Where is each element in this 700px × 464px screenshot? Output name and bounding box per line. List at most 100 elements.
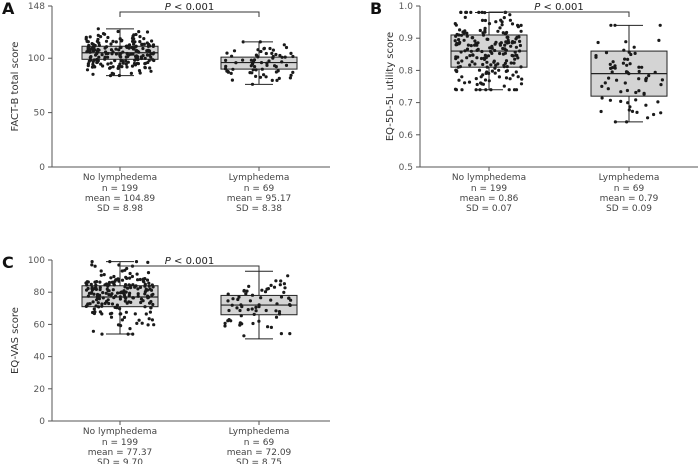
data-point [244, 292, 248, 296]
data-point [504, 76, 509, 80]
data-point [513, 57, 517, 61]
data-point [271, 48, 275, 52]
data-point [109, 42, 113, 46]
y-tick-label: 0.6 [399, 131, 414, 141]
data-point [104, 45, 109, 49]
data-point [600, 84, 604, 88]
data-point [249, 64, 253, 68]
y-tick-label: 80 [34, 288, 46, 298]
data-point [118, 295, 122, 299]
data-point [106, 55, 110, 59]
data-point [241, 40, 245, 44]
data-point [484, 71, 488, 75]
data-point [644, 103, 648, 107]
data-point [225, 51, 229, 55]
data-point [148, 310, 152, 314]
data-point [150, 318, 154, 322]
data-point [502, 84, 506, 88]
data-point [131, 52, 135, 56]
data-point [490, 69, 494, 73]
data-point [251, 321, 255, 326]
data-point [500, 23, 504, 27]
data-point [146, 271, 151, 275]
group-label: No lymphedema [452, 173, 526, 183]
data-point [462, 31, 466, 35]
data-point [483, 18, 487, 23]
data-point [114, 294, 118, 298]
group-stat: mean = 0.79 [600, 194, 659, 204]
data-point [114, 40, 118, 44]
data-point [489, 88, 493, 92]
data-point [96, 27, 100, 31]
data-point [107, 293, 111, 297]
group-stat: n = 69 [244, 438, 275, 448]
data-point [277, 310, 282, 314]
group-label: No lymphedema [83, 427, 157, 437]
data-point [475, 82, 479, 87]
data-point [85, 283, 89, 287]
data-point [256, 48, 260, 52]
data-point [149, 300, 153, 304]
data-point [469, 49, 473, 53]
data-point [236, 297, 240, 302]
data-point [120, 65, 124, 69]
data-point [647, 74, 651, 78]
data-point [147, 317, 151, 321]
data-point [600, 96, 604, 100]
data-point [473, 62, 477, 66]
data-point [119, 324, 123, 328]
panel-letter: A [2, 0, 15, 18]
data-point [226, 299, 230, 303]
p-value-label: P < 0.001 [534, 2, 583, 13]
data-point [242, 289, 246, 293]
data-point [146, 323, 150, 327]
data-point [289, 51, 293, 56]
data-point [270, 78, 274, 82]
data-point [254, 305, 258, 309]
data-point [474, 88, 478, 92]
data-point [505, 65, 509, 69]
data-point [126, 286, 130, 290]
data-point [135, 321, 139, 325]
data-point [241, 58, 245, 62]
data-point [115, 303, 119, 307]
group-stat: n = 199 [102, 438, 138, 448]
data-point [475, 56, 479, 60]
data-point [283, 286, 287, 290]
data-point [118, 297, 122, 301]
data-point [111, 65, 115, 69]
data-point [634, 98, 638, 102]
data-point [269, 283, 273, 287]
data-point [644, 79, 648, 83]
data-point [139, 300, 143, 305]
data-point [637, 77, 641, 81]
data-point [455, 69, 459, 73]
data-point [140, 43, 144, 47]
data-point [502, 63, 506, 67]
data-point [119, 39, 124, 43]
data-point [265, 63, 269, 67]
data-point [92, 58, 96, 62]
p-value-text: < 0.001 [171, 2, 214, 13]
data-point [141, 299, 145, 303]
p-symbol: P [165, 2, 172, 13]
data-point [150, 39, 154, 43]
data-point [480, 10, 484, 14]
data-point [274, 52, 278, 57]
data-point [126, 54, 130, 59]
data-point [97, 305, 101, 309]
data-point [258, 40, 262, 44]
data-point [264, 75, 268, 79]
data-point [270, 51, 274, 56]
data-point [503, 43, 507, 47]
data-point [141, 277, 145, 281]
data-point [143, 66, 147, 70]
data-point [94, 304, 98, 308]
data-point [147, 295, 151, 299]
data-point [268, 46, 272, 51]
data-point [653, 70, 657, 74]
data-point [97, 43, 101, 48]
data-point [613, 120, 618, 124]
